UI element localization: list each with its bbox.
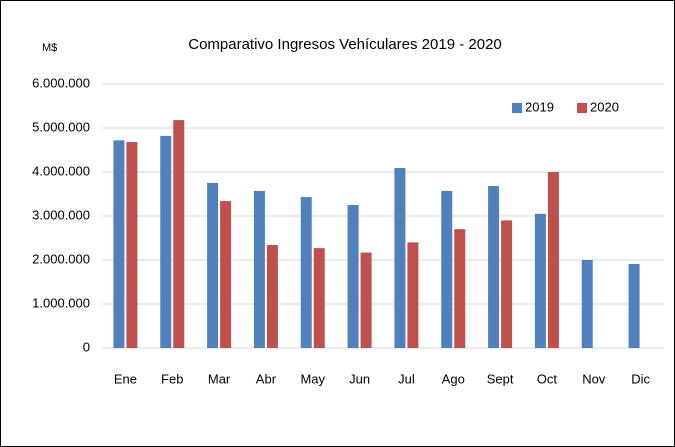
bar xyxy=(360,252,372,348)
x-tick-label: Ago xyxy=(442,371,465,386)
x-tick-label: Mar xyxy=(208,371,231,386)
legend-swatch xyxy=(577,103,587,113)
bar xyxy=(547,172,559,348)
bar xyxy=(220,201,232,348)
bar xyxy=(454,229,466,348)
bar xyxy=(394,168,406,348)
x-tick-label: Feb xyxy=(161,371,183,386)
x-tick-label: Sept xyxy=(487,371,514,386)
x-tick-label: Jun xyxy=(349,371,370,386)
x-tick-label: Ene xyxy=(114,371,137,386)
y-tick-label: 3.000.000 xyxy=(32,207,90,222)
bar xyxy=(501,220,513,348)
bar xyxy=(534,213,546,348)
x-tick-label: May xyxy=(300,371,325,386)
bar xyxy=(253,190,265,348)
bar xyxy=(266,245,278,348)
y-axis-label: M$ xyxy=(42,42,57,54)
bar xyxy=(207,183,219,348)
bar xyxy=(313,248,325,348)
y-tick-label: 4.000.000 xyxy=(32,163,90,178)
y-tick-label: 2.000.000 xyxy=(32,251,90,266)
bar xyxy=(160,135,172,348)
bar xyxy=(113,140,125,348)
y-tick-label: 0 xyxy=(83,339,90,354)
bar xyxy=(628,263,640,348)
x-tick-label: Dic xyxy=(631,371,650,386)
bar xyxy=(488,186,500,348)
legend-label: 2019 xyxy=(525,99,554,114)
legend-label: 2020 xyxy=(590,99,619,114)
bar xyxy=(347,205,359,348)
y-tick-label: 5.000.000 xyxy=(32,119,90,134)
bar xyxy=(126,142,138,348)
chart-title: Comparativo Ingresos Vehículares 2019 - … xyxy=(188,36,502,53)
x-tick-label: Jul xyxy=(398,371,415,386)
x-tick-label: Abr xyxy=(256,371,277,386)
bar xyxy=(581,260,593,348)
bar xyxy=(441,190,453,348)
bar xyxy=(300,197,312,348)
x-tick-label: Nov xyxy=(582,371,606,386)
bar xyxy=(173,120,185,348)
bar xyxy=(407,242,419,348)
y-tick-label: 1.000.000 xyxy=(32,295,90,310)
legend-swatch xyxy=(512,103,522,113)
y-tick-label: 6.000.000 xyxy=(32,75,90,90)
x-tick-label: Oct xyxy=(537,371,558,386)
